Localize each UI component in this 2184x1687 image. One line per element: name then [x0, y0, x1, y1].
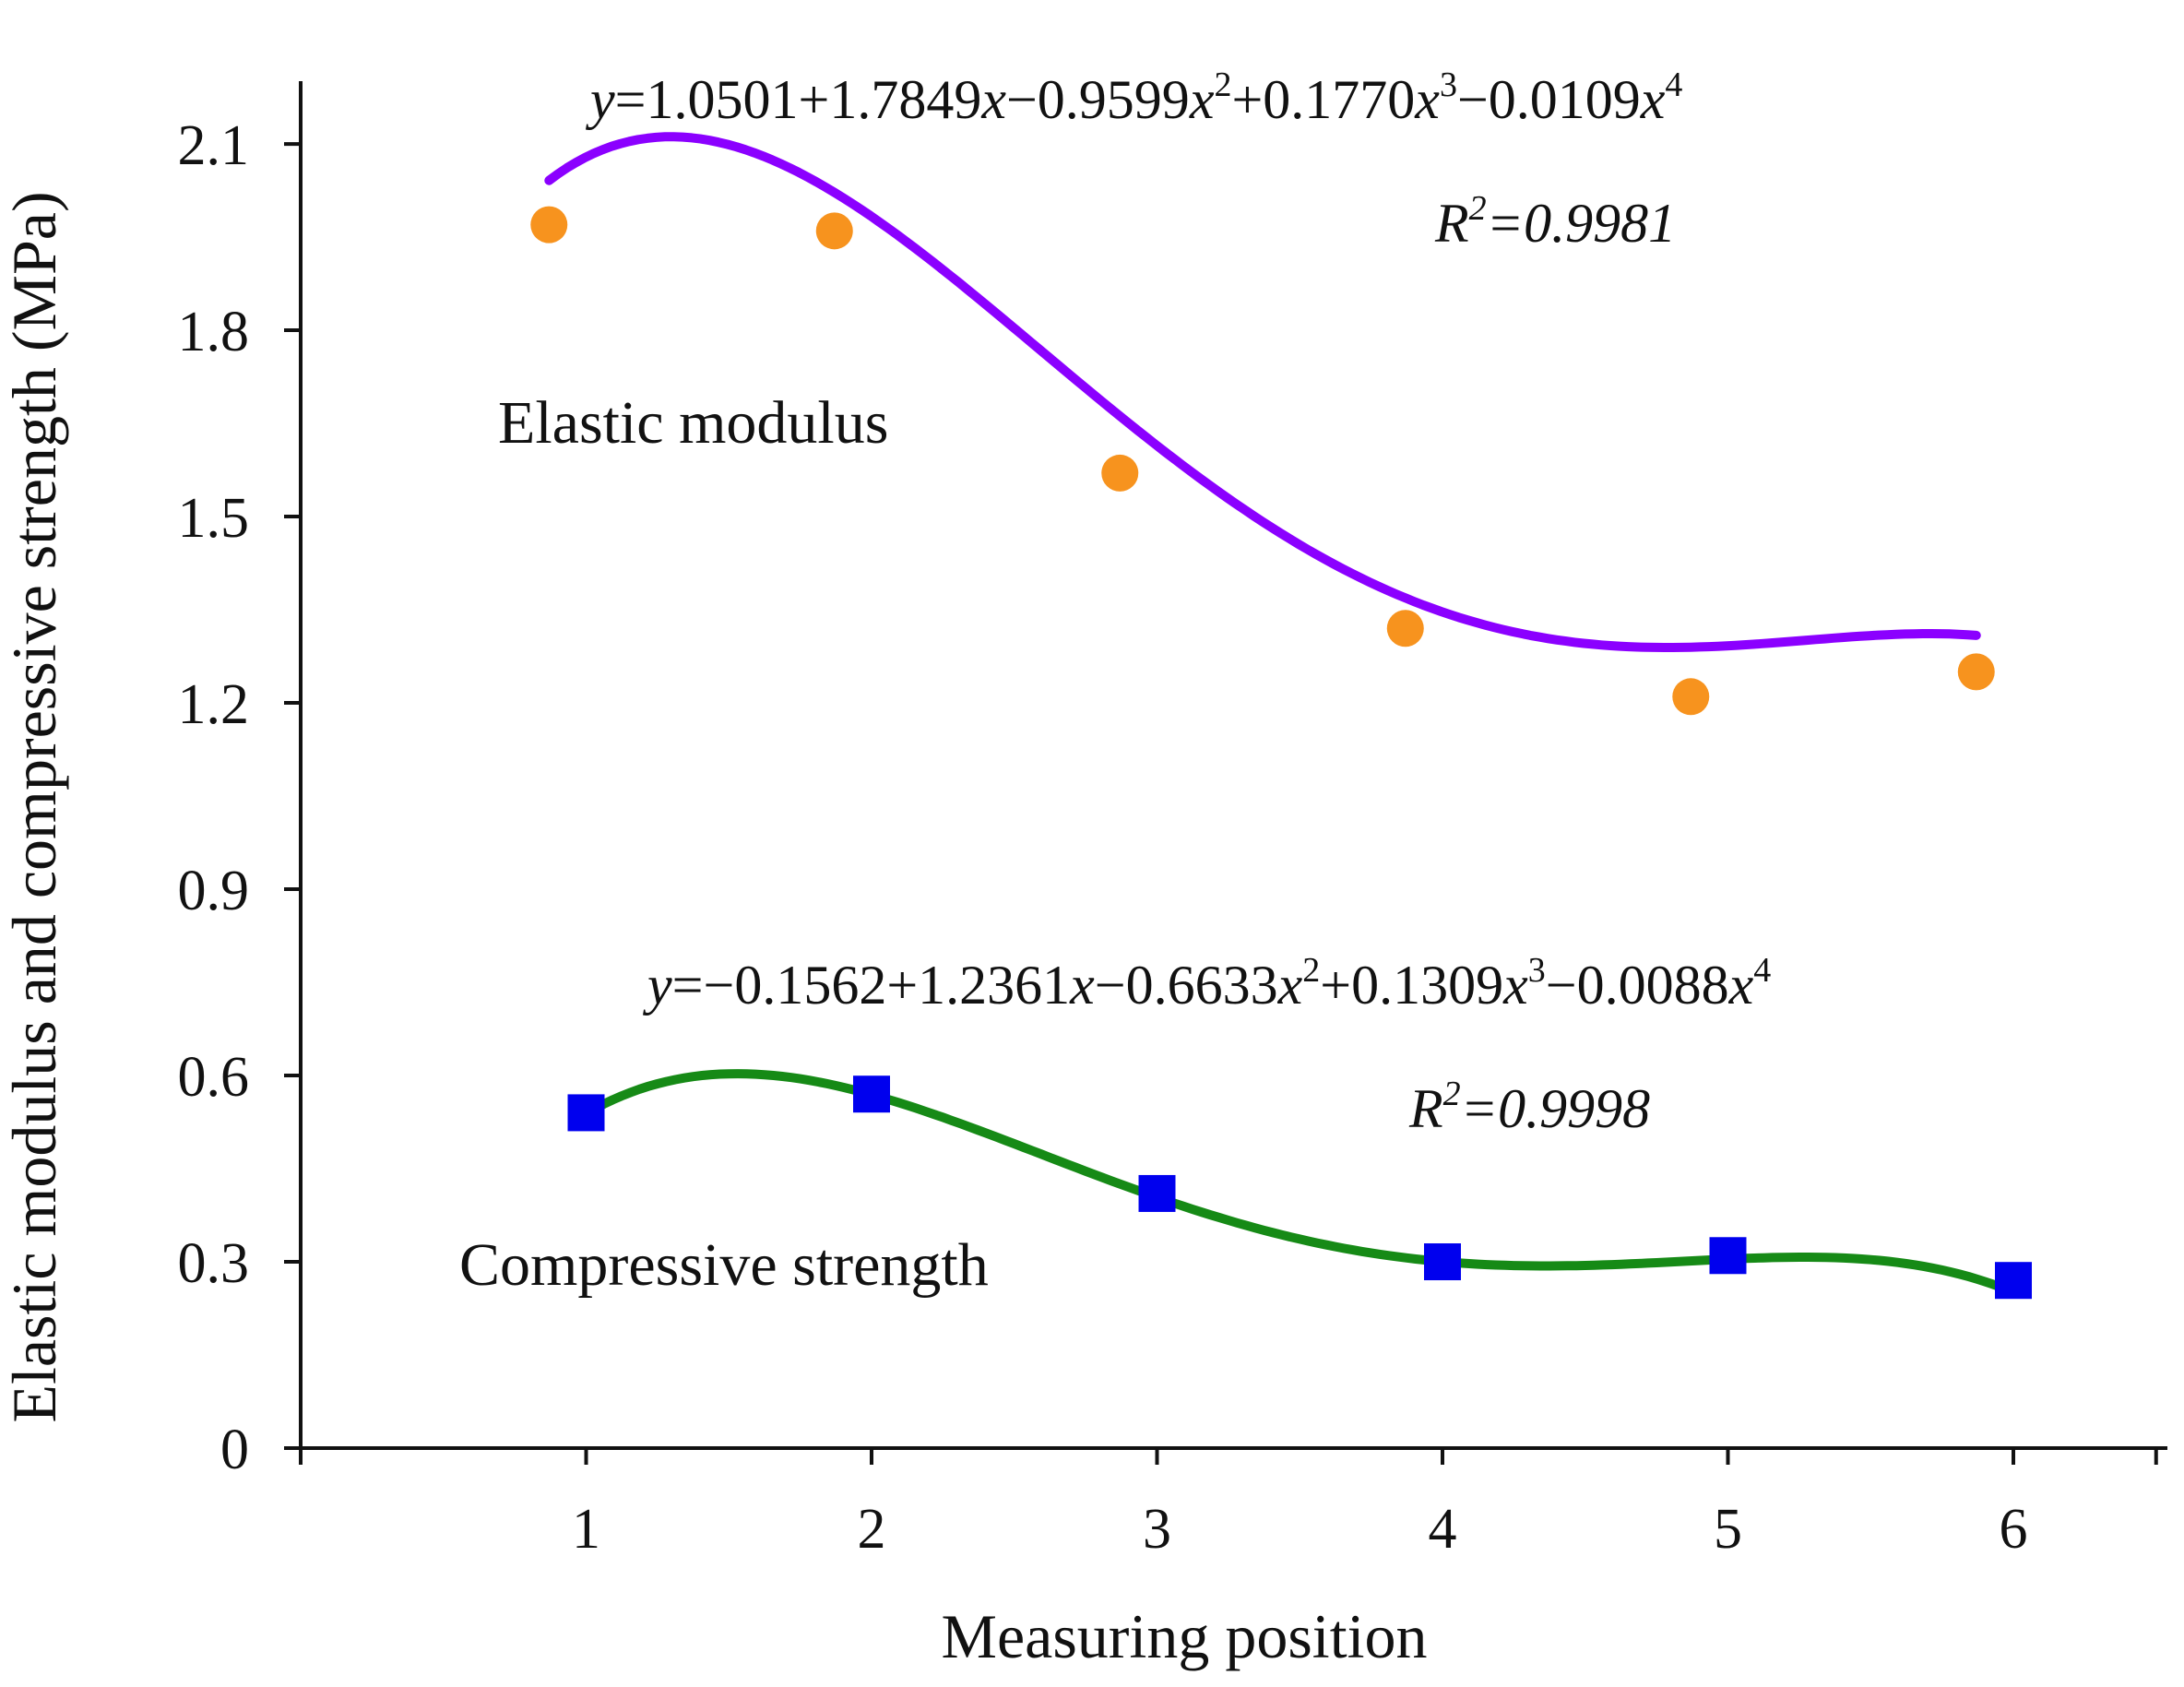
marker-compressive-strength — [1138, 1174, 1176, 1212]
x-tick-label: 6 — [2000, 1498, 2028, 1561]
equation-compressive-strength: y=−0.1562+1.2361x−0.6633x2+0.1309x3−0.00… — [642, 951, 1771, 1016]
y-tick-label: 2.1 — [178, 114, 250, 177]
marker-compressive-strength — [1709, 1237, 1747, 1275]
r2-elastic-modulus: R2=0.9981 — [1434, 189, 1676, 254]
marker-elastic-modulus — [530, 206, 568, 244]
y-tick-label: 0.9 — [178, 860, 250, 922]
y-tick-label: 0.3 — [178, 1232, 250, 1295]
marker-compressive-strength — [853, 1075, 890, 1113]
marker-compressive-strength — [1424, 1243, 1461, 1281]
y-tick-label: 1.5 — [178, 487, 250, 550]
equation-elastic-modulus: y=1.0501+1.7849x−0.9599x2+0.1770x3−0.010… — [585, 65, 1682, 130]
y-axis-title: Elastic modulus and compressive strength… — [0, 191, 69, 1422]
y-tick-label: 1.2 — [178, 673, 250, 736]
series-label-elastic-modulus: Elastic modulus — [498, 389, 888, 457]
marker-compressive-strength — [567, 1094, 605, 1132]
x-tick-label: 3 — [1143, 1498, 1171, 1561]
marker-elastic-modulus — [815, 212, 853, 250]
x-tick-label: 1 — [572, 1498, 600, 1561]
y-tick-label: 0 — [220, 1419, 249, 1481]
fit-line-compressive-strength — [581, 1069, 2018, 1297]
x-axis-title: Measuring position — [942, 1601, 1428, 1671]
x-tick-label: 2 — [858, 1498, 886, 1561]
r2-compressive-strength: R2=0.9998 — [1408, 1075, 1650, 1139]
marker-elastic-modulus — [1672, 678, 1710, 716]
series-label-compressive-strength: Compressive strength — [459, 1231, 989, 1299]
marker-compressive-strength — [1995, 1262, 2032, 1300]
x-tick-label: 5 — [1714, 1498, 1742, 1561]
marker-elastic-modulus — [1386, 610, 1424, 647]
y-tick-label: 1.8 — [178, 301, 250, 363]
axes: 1 2 3 4 5 6 0 0.3 0.6 0.9 1.2 1.5 1.8 2.1 — [178, 81, 2167, 1561]
fit-line-elastic-modulus — [544, 132, 1981, 652]
markers — [530, 206, 2032, 1300]
marker-elastic-modulus — [1101, 454, 1139, 492]
x-tick-label: 4 — [1429, 1498, 1457, 1561]
fit-lines — [544, 132, 2018, 1297]
marker-elastic-modulus — [1957, 653, 1995, 691]
y-tick-label: 0.6 — [178, 1046, 250, 1109]
